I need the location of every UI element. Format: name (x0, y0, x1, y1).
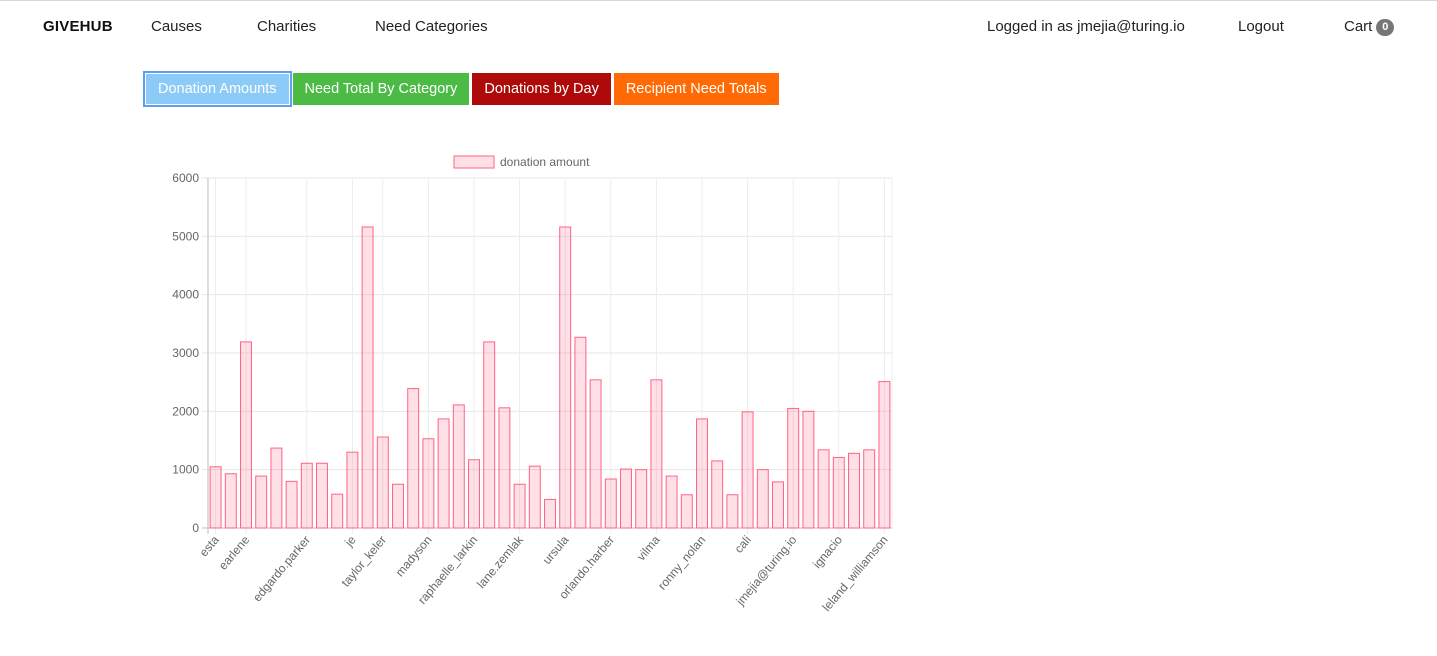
bar (422, 438, 435, 529)
x-tick-label: je (341, 533, 359, 550)
y-tick-label: 2000 (172, 404, 199, 418)
bar (741, 411, 754, 529)
nav-need-categories-link[interactable]: Need Categories (375, 18, 488, 35)
y-tick-label: 1000 (172, 463, 199, 477)
bar (483, 341, 496, 529)
bar (650, 379, 663, 529)
bar (574, 336, 587, 529)
bar (680, 494, 693, 529)
bar (848, 452, 860, 529)
bar (665, 475, 678, 529)
bar (787, 407, 800, 529)
bar (832, 456, 845, 529)
bar (817, 449, 830, 529)
x-tick-label: ursula (540, 533, 572, 567)
bar (863, 449, 876, 529)
y-tick-label: 4000 (172, 288, 199, 302)
chart-tab-bar: Donation Amounts Need Total By Category … (145, 73, 779, 105)
bar (528, 465, 541, 529)
y-tick-label: 0 (192, 521, 199, 535)
y-tick-label: 3000 (172, 346, 199, 360)
bar (331, 493, 344, 529)
brand-logo[interactable]: GIVEHUB (43, 18, 113, 35)
x-tick-label: vilma (634, 533, 663, 564)
top-navbar: GIVEHUB Causes Charities Need Categories… (0, 1, 1437, 55)
bar (285, 480, 298, 529)
tab-donation-amounts[interactable]: Donation Amounts (145, 73, 290, 105)
bar (316, 462, 328, 529)
legend-label: donation amount (500, 155, 590, 169)
nav-charities-link[interactable]: Charities (257, 18, 317, 35)
bar (635, 469, 648, 529)
bar (407, 388, 420, 529)
bar (544, 498, 556, 529)
bar (696, 418, 708, 529)
bar (756, 469, 769, 529)
x-tick-label: cali (732, 533, 754, 556)
bar (772, 481, 784, 529)
bar (255, 475, 268, 529)
bar (437, 418, 450, 529)
bar (559, 226, 572, 529)
y-tick-label: 5000 (172, 229, 199, 243)
x-tick-label: lane.zemlak (474, 532, 527, 591)
bar (726, 494, 739, 529)
legend-swatch (453, 155, 495, 169)
bar (878, 381, 891, 529)
bar (513, 483, 526, 529)
cart-count-badge: 0 (1376, 19, 1395, 36)
bar (346, 451, 359, 529)
x-tick-label: esta (197, 533, 223, 560)
x-tick-label: ronny_nolan (655, 533, 708, 593)
bar (468, 459, 480, 529)
x-tick-label: madyson (393, 533, 435, 579)
x-tick-label: edgardo.parker (250, 533, 313, 604)
bar (604, 478, 617, 529)
bar (361, 226, 374, 529)
tab-recipient-need-totals[interactable]: Recipient Need Totals (613, 73, 779, 105)
y-tick-label: 6000 (172, 171, 199, 185)
x-tick-label: ignacio (810, 533, 845, 571)
bar (224, 473, 237, 529)
bar (392, 483, 404, 529)
nav-causes-link[interactable]: Causes (151, 18, 202, 35)
bar (802, 410, 815, 529)
bar (209, 466, 222, 529)
bar (240, 341, 252, 529)
bar (300, 462, 313, 529)
tab-need-total-by-category[interactable]: Need Total By Category (292, 73, 470, 105)
bar (270, 447, 283, 529)
tab-donations-by-day[interactable]: Donations by Day (472, 73, 611, 105)
x-tick-label: earlene (216, 533, 253, 573)
bar (498, 407, 511, 529)
user-status-text: Logged in as jmejia@turing.io (987, 18, 1185, 35)
bar (452, 404, 465, 529)
bar (620, 468, 632, 529)
cart-link[interactable]: Cart 0 (1344, 18, 1395, 36)
logout-link[interactable]: Logout (1238, 18, 1284, 35)
bar (376, 436, 389, 529)
cart-label: Cart (1344, 18, 1373, 35)
bar (589, 379, 602, 529)
bar (711, 460, 724, 529)
